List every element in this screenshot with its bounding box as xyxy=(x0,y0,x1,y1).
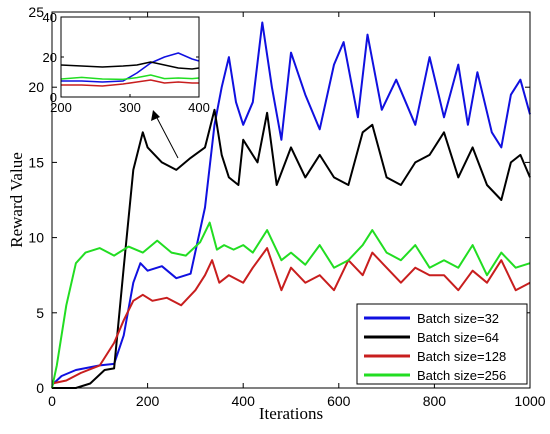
x-tick-label: 200 xyxy=(136,393,160,409)
x-axis-label: Iterations xyxy=(259,404,323,423)
inset-y-tick-label: 40 xyxy=(43,10,57,25)
y-tick-label: 5 xyxy=(36,305,44,321)
y-tick-label: 0 xyxy=(36,380,44,396)
inset-series-line-3 xyxy=(61,79,199,87)
main-series-group xyxy=(51,21,531,389)
series-line-1 xyxy=(51,21,531,386)
legend-label-4: Batch size=256 xyxy=(417,368,506,383)
x-tick-label: 1000 xyxy=(514,393,545,409)
series-line-2 xyxy=(52,108,531,389)
inset-series-line-2 xyxy=(60,61,200,70)
series-line-4 xyxy=(51,221,531,389)
y-tick-label: 20 xyxy=(28,79,44,95)
inset-arrow-head xyxy=(151,110,160,121)
inset-x-tick-label: 200 xyxy=(50,100,72,115)
inset-series-line-4 xyxy=(60,74,200,81)
inset-series-line-1 xyxy=(61,52,200,83)
legend-label-2: Batch size=64 xyxy=(417,330,499,345)
x-tick-label: 0 xyxy=(48,393,56,409)
y-axis-label: Reward Value xyxy=(7,152,26,248)
y-tick-label: 15 xyxy=(28,154,44,170)
x-tick-label: 600 xyxy=(327,393,351,409)
legend-label-3: Batch size=128 xyxy=(417,349,506,364)
inset-x-tick-label: 400 xyxy=(188,100,210,115)
inset-y-tick-label: 20 xyxy=(43,50,57,65)
plot-frame xyxy=(51,11,531,389)
x-tick-label: 400 xyxy=(232,393,256,409)
series-line-3 xyxy=(51,247,531,385)
inset-y-tick-label: 0 xyxy=(50,90,57,105)
inset-series-group xyxy=(60,52,200,87)
y-tick-label: 10 xyxy=(28,230,44,246)
legend: Batch size=32 Batch size=64 Batch size=128… xyxy=(356,303,528,385)
inset-x-tick-label: 300 xyxy=(119,100,141,115)
legend-label-1: Batch size=32 xyxy=(417,311,499,326)
inset-ticks-group: 200 300 400 0 20 40 xyxy=(43,10,210,115)
y-tick-label: 25 xyxy=(28,4,44,20)
inset-arrow-line xyxy=(155,115,179,159)
x-tick-label: 800 xyxy=(423,393,447,409)
